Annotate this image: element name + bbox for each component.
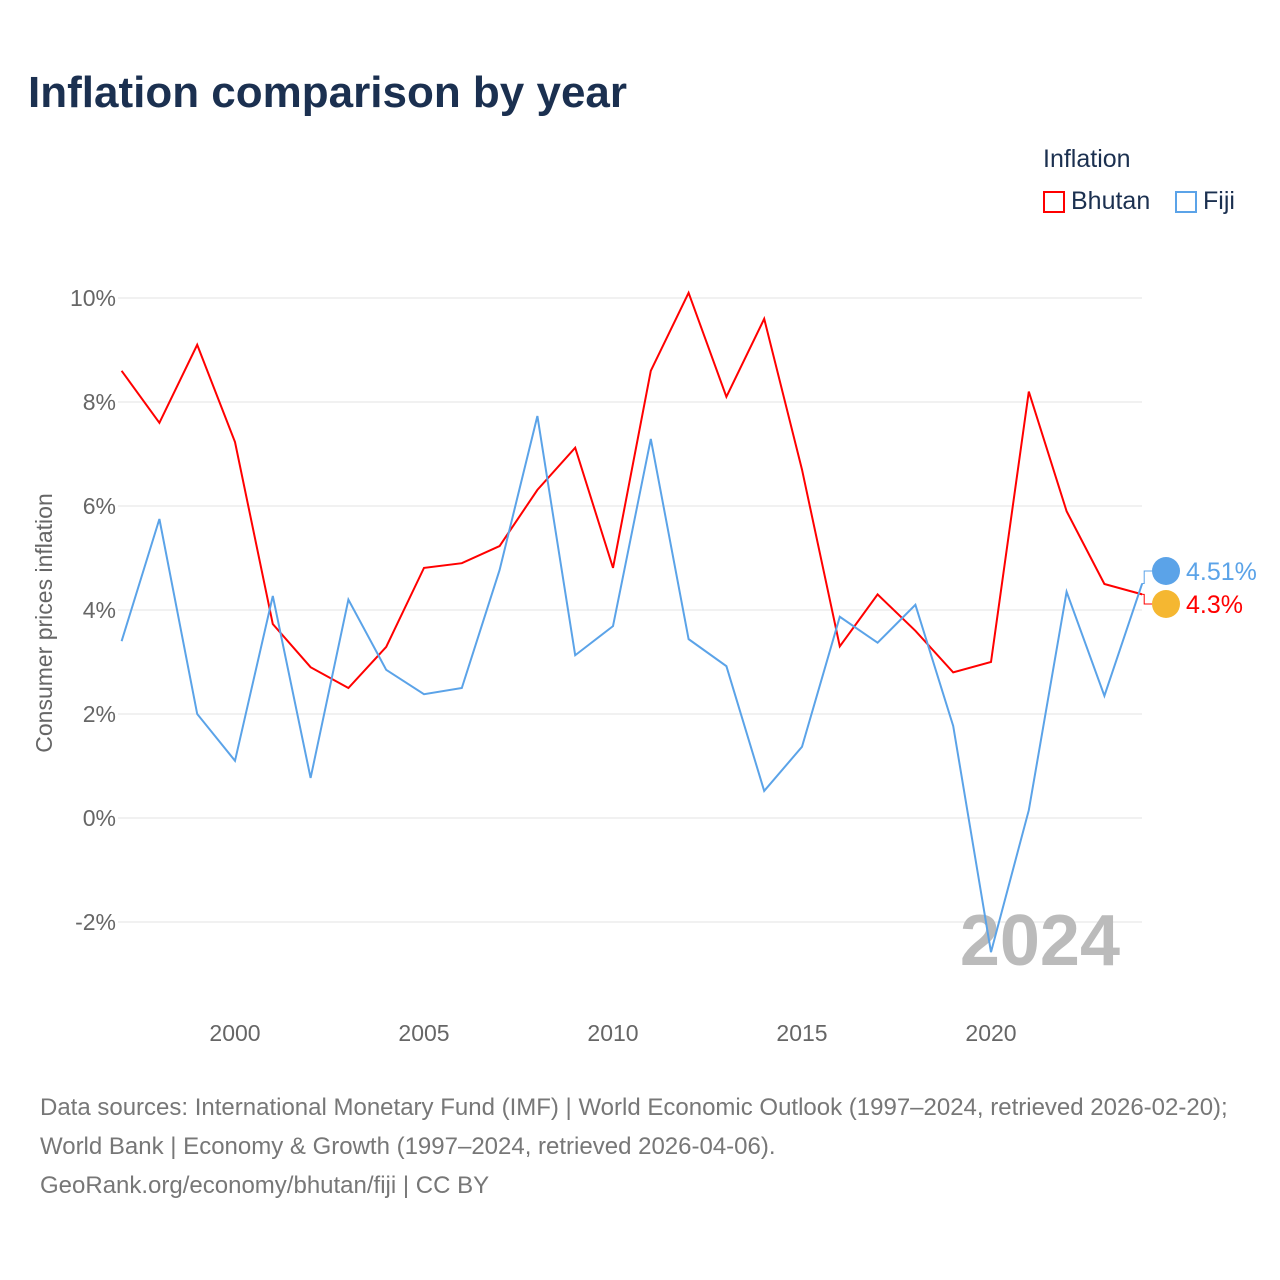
end-label-fiji: 4.51%: [1186, 558, 1257, 586]
end-connector: [1142, 570, 1153, 584]
series-line-bhutan: [120, 290, 1143, 690]
x-tick-label: 2000: [209, 1020, 260, 1046]
flag-icon-fiji: [1152, 557, 1180, 585]
legend-title: Inflation: [1043, 145, 1131, 173]
flag-icon-bhutan: [1152, 590, 1180, 618]
y-tick-label: 4%: [83, 597, 116, 623]
legend-swatch-bhutan: [1043, 190, 1065, 213]
x-tick-label: 2015: [776, 1020, 827, 1046]
end-label-bhutan: 4.3%: [1186, 591, 1243, 619]
source-line: Data sources: International Monetary Fun…: [40, 1094, 1228, 1160]
chart-title: Inflation comparison by year: [28, 68, 628, 117]
legend-swatch-fiji: [1175, 190, 1197, 213]
y-axis-label: Consumer prices inflation: [31, 493, 57, 753]
end-connector: [1142, 593, 1153, 605]
y-tick-label: 0%: [83, 805, 116, 831]
source-note: Data sources: International Monetary Fun…: [40, 1088, 1250, 1205]
y-tick-label: 6%: [83, 493, 116, 519]
series-line-fiji: [120, 415, 1144, 953]
x-tick-label: 2010: [587, 1020, 638, 1046]
year-watermark: 2024: [960, 901, 1120, 981]
y-tick-label: 2%: [83, 701, 116, 727]
source-link[interactable]: GeoRank.org/economy/bhutan/fiji | CC BY: [40, 1172, 490, 1199]
y-tick-label: -2%: [75, 909, 116, 935]
legend-label-fiji: Fiji: [1203, 187, 1235, 215]
y-tick-label: 10%: [70, 285, 116, 311]
y-tick-label: 8%: [83, 389, 116, 415]
x-tick-label: 2020: [965, 1020, 1016, 1046]
x-tick-label: 2005: [398, 1020, 449, 1046]
legend-label-bhutan: Bhutan: [1071, 187, 1151, 215]
legend-item-fiji[interactable]: Fiji: [1175, 187, 1235, 216]
legend-item-bhutan[interactable]: Bhutan: [1043, 187, 1150, 216]
